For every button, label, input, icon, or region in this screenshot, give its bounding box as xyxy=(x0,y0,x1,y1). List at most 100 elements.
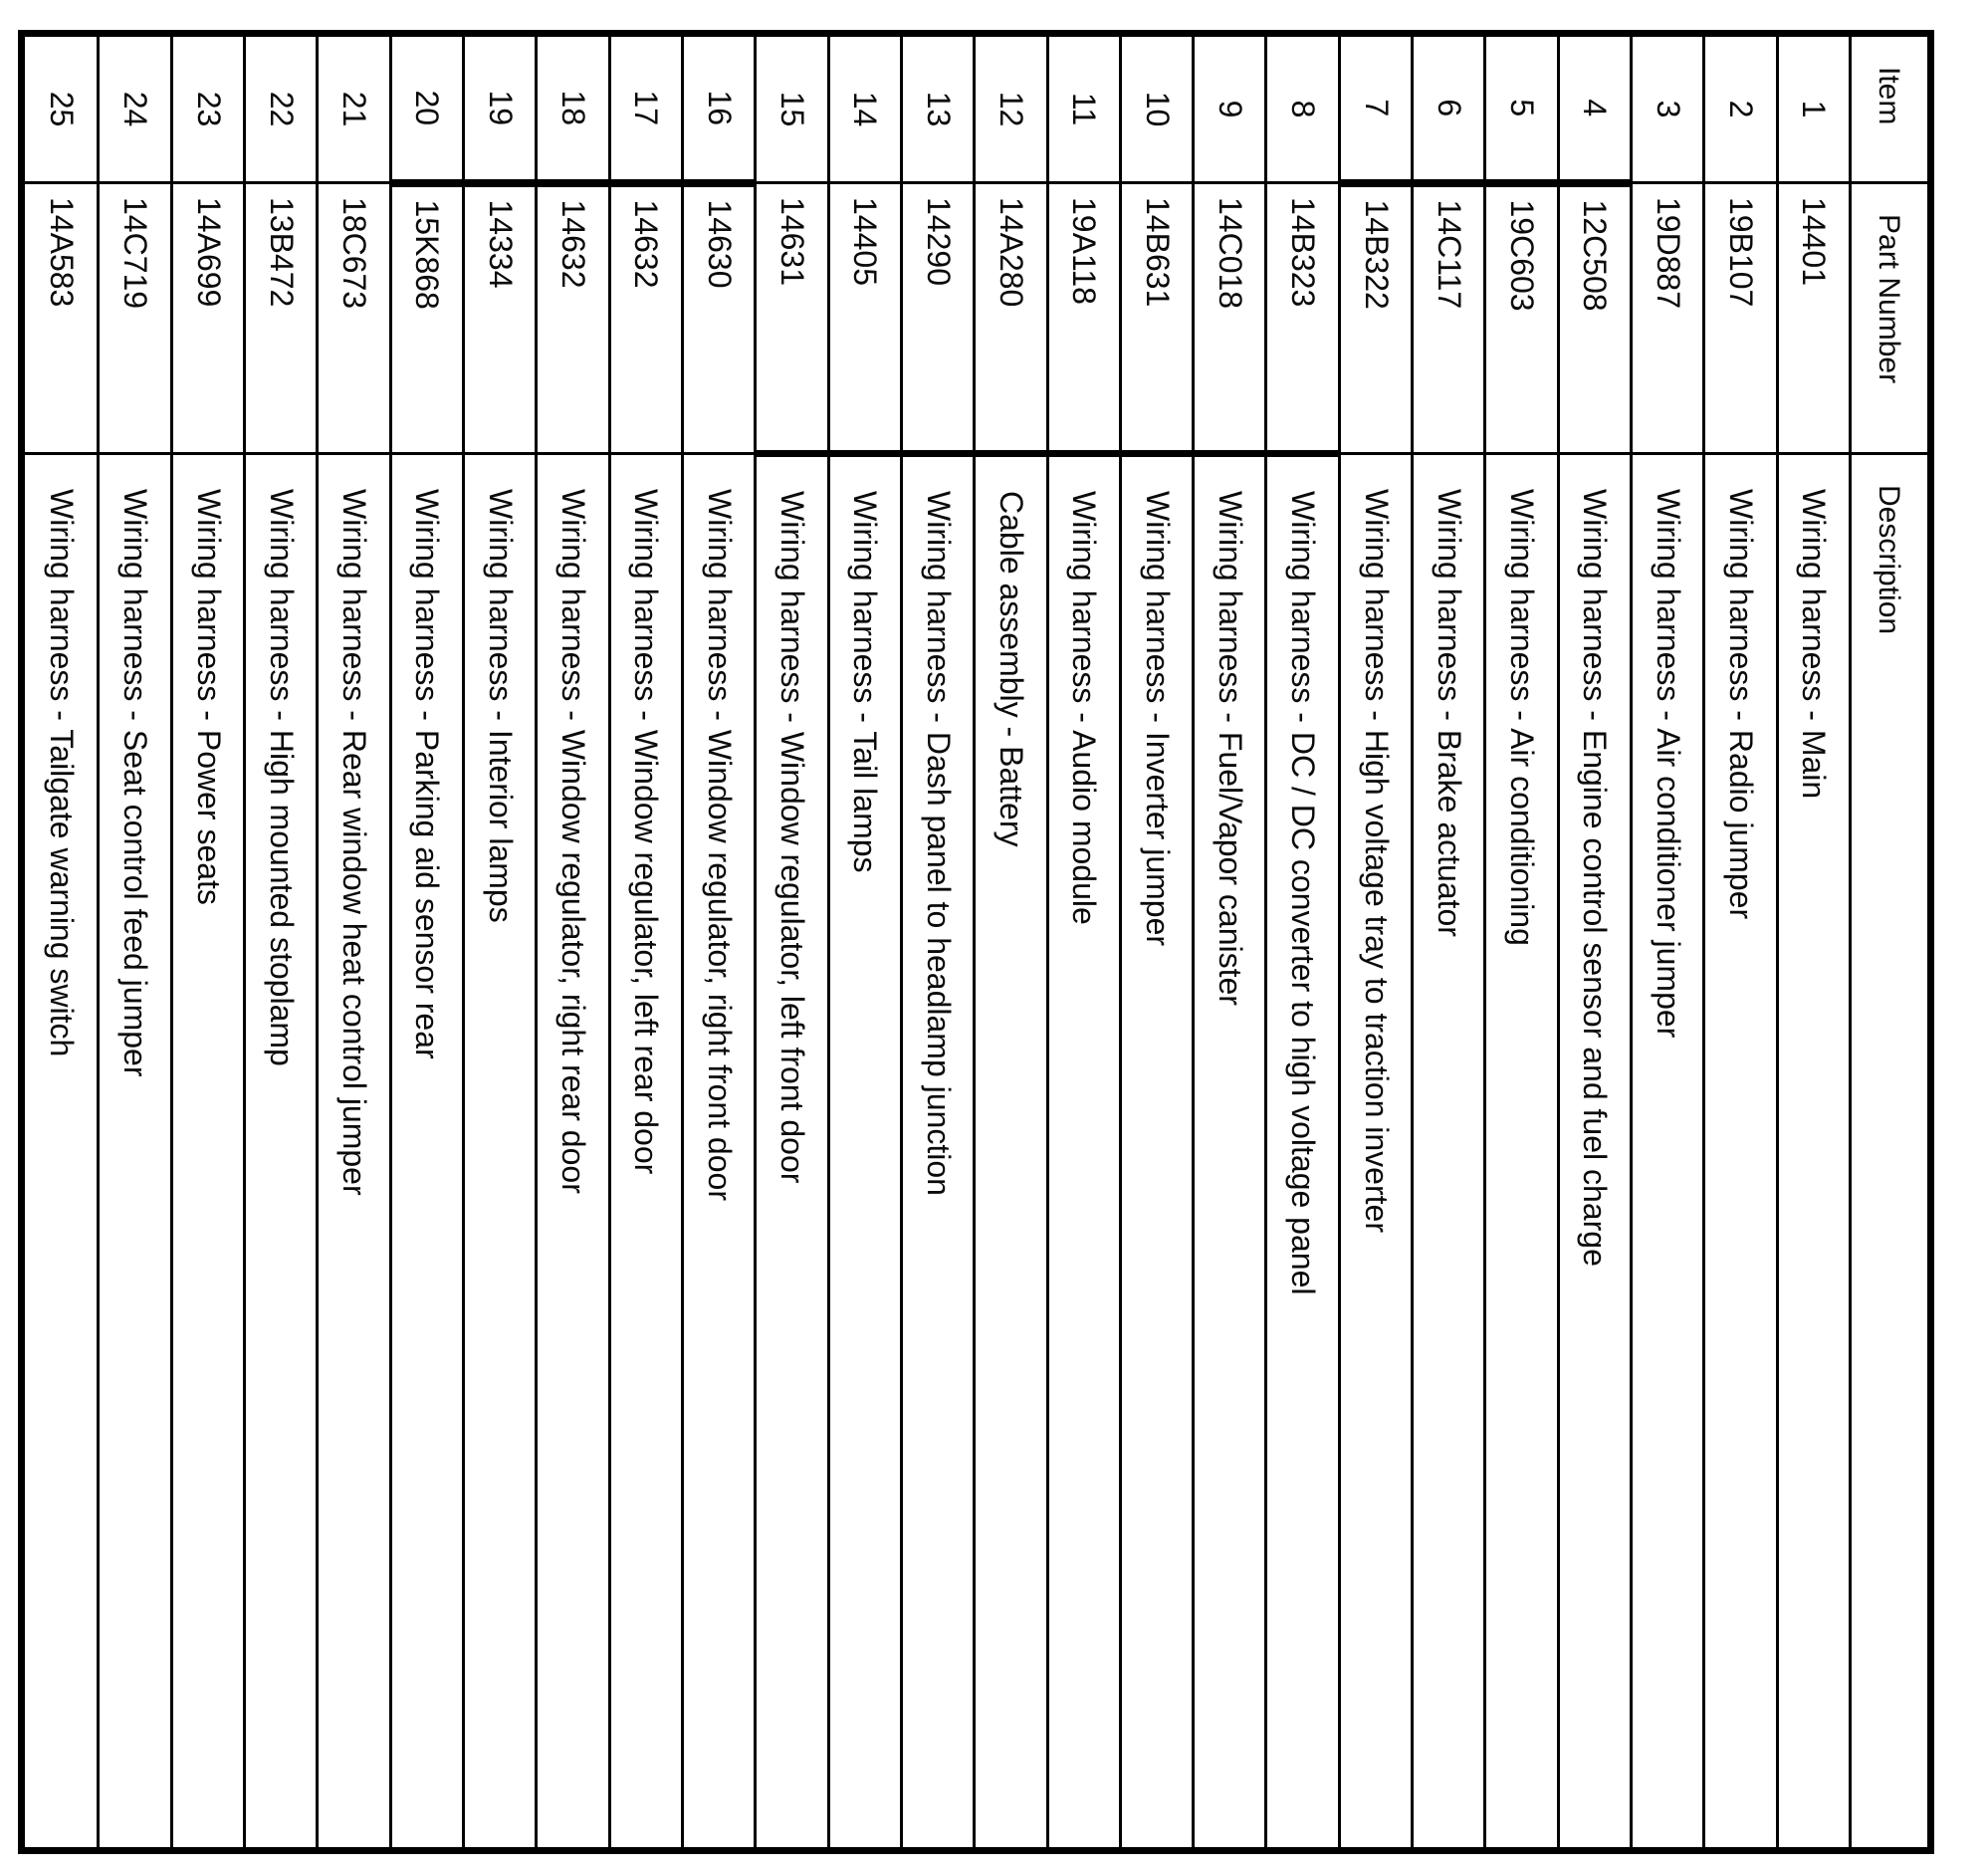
part-cell: 14290 xyxy=(901,182,975,454)
column-header-description: Description xyxy=(1850,453,1931,1851)
table-row: 20 15K868 Wiring harness - Parking aid sen… xyxy=(390,33,464,1851)
part-cell: 19A118 xyxy=(1047,182,1121,454)
item-cell: 3 xyxy=(1631,33,1704,183)
item-cell: 19 xyxy=(463,33,537,183)
description-cell: Wiring harness - Seat control feed jumpe… xyxy=(99,453,172,1851)
description-cell: Wiring harness - Dash panel to headlamp … xyxy=(901,453,975,1851)
description-cell: Wiring harness - Rear window heat contro… xyxy=(317,453,391,1851)
part-cell: 14C018 xyxy=(1193,182,1266,454)
part-cell: 14C719 xyxy=(99,182,172,454)
item-cell: 8 xyxy=(1266,33,1340,183)
item-cell: 17 xyxy=(609,33,683,183)
column-header-item: Item xyxy=(1850,33,1931,183)
description-cell: Wiring harness - Window regulator, left … xyxy=(755,453,829,1851)
table-row: 16 14630 Wiring harness - Window regulator… xyxy=(682,33,756,1851)
table-row: 25 14A583 Wiring harness - Tailgate warnin… xyxy=(21,33,99,1851)
item-cell: 10 xyxy=(1120,33,1194,183)
part-cell: 14C117 xyxy=(1412,182,1485,454)
item-cell: 25 xyxy=(21,33,99,183)
item-cell: 18 xyxy=(536,33,610,183)
part-cell: 14632 xyxy=(536,182,610,454)
part-cell: 14405 xyxy=(828,182,902,454)
table-row: 4 12C508 Wiring harness - Engine control s… xyxy=(1558,33,1632,1851)
item-cell: 6 xyxy=(1412,33,1485,183)
description-cell: Wiring harness - Tailgate warning switch xyxy=(21,453,99,1851)
item-cell: 7 xyxy=(1339,33,1413,183)
part-cell: 19B107 xyxy=(1703,182,1778,454)
description-cell: Wiring harness - Interior lamps xyxy=(463,453,537,1851)
item-cell: 4 xyxy=(1558,33,1632,183)
part-cell: 14401 xyxy=(1777,182,1851,454)
item-cell: 2 xyxy=(1703,33,1778,183)
part-cell: 14B322 xyxy=(1339,182,1413,454)
header-row: Item Part Number Description xyxy=(1850,33,1931,1851)
table-row: 9 14C018 Wiring harness - Fuel/Vapor canis… xyxy=(1193,33,1266,1851)
item-cell: 15 xyxy=(755,33,829,183)
part-cell: 12C508 xyxy=(1558,182,1632,454)
table-row: 3 19D887 Wiring harness - Air conditioner … xyxy=(1631,33,1704,1851)
part-cell: 18C673 xyxy=(317,182,391,454)
table-row: 6 14C117 Wiring harness - Brake actuator xyxy=(1412,33,1485,1851)
part-cell: 14A699 xyxy=(171,182,245,454)
description-cell: Wiring harness - Parking aid sensor rear xyxy=(390,453,464,1851)
parts-table: Item Part Number Description 1 14401 Wirin… xyxy=(18,30,1934,1854)
item-cell: 14 xyxy=(828,33,902,183)
part-cell: 19D887 xyxy=(1631,182,1704,454)
table-row: 11 19A118 Wiring harness - Audio module xyxy=(1047,33,1121,1851)
part-cell: 14334 xyxy=(463,182,537,454)
description-cell: Wiring harness - Tail lamps xyxy=(828,453,902,1851)
description-cell: Wiring harness - Inverter jumper xyxy=(1120,453,1194,1851)
table-row: 13 14290 Wiring harness - Dash panel to he… xyxy=(901,33,975,1851)
table-row: 10 14B631 Wiring harness - Inverter jumper xyxy=(1120,33,1194,1851)
part-cell: 19C603 xyxy=(1484,182,1559,454)
part-cell: 14A583 xyxy=(21,182,99,454)
item-cell: 12 xyxy=(974,33,1048,183)
part-cell: 13B472 xyxy=(244,182,318,454)
table-row: 19 14334 Wiring harness - Interior lamps xyxy=(463,33,537,1851)
table-row: 7 14B322 Wiring harness - High voltage tra… xyxy=(1339,33,1413,1851)
description-cell: Wiring harness - DC / DC converter to hi… xyxy=(1266,453,1340,1851)
part-cell: 14B323 xyxy=(1266,182,1340,454)
rotated-table-wrapper: Item Part Number Description 1 14401 Wirin… xyxy=(18,30,1934,1854)
part-cell: 14631 xyxy=(755,182,829,454)
parts-table-body: 1 14401 Wiring harness - Main 2 19B107 Wiring… xyxy=(21,33,1851,1851)
part-cell: 15K868 xyxy=(390,182,464,454)
table-row: 21 18C673 Wiring harness - Rear window hea… xyxy=(317,33,391,1851)
description-cell: Wiring harness - Main xyxy=(1777,453,1851,1851)
item-cell: 22 xyxy=(244,33,318,183)
part-cell: 14A280 xyxy=(974,182,1048,454)
item-cell: 24 xyxy=(99,33,172,183)
item-cell: 11 xyxy=(1047,33,1121,183)
item-cell: 20 xyxy=(390,33,464,183)
description-cell: Wiring harness - Audio module xyxy=(1047,453,1121,1851)
description-cell: Wiring harness - Window regulator, left … xyxy=(609,453,683,1851)
description-cell: Wiring harness - Radio jumper xyxy=(1703,453,1778,1851)
item-cell: 21 xyxy=(317,33,391,183)
description-cell: Cable assembly - Battery xyxy=(974,453,1048,1851)
table-row: 12 14A280 Cable assembly - Battery xyxy=(974,33,1048,1851)
table-row: 18 14632 Wiring harness - Window regulator… xyxy=(536,33,610,1851)
table-row: 22 13B472 Wiring harness - High mounted st… xyxy=(244,33,318,1851)
item-cell: 5 xyxy=(1484,33,1559,183)
description-cell: Wiring harness - Power seats xyxy=(171,453,245,1851)
description-cell: Wiring harness - Engine control sensor a… xyxy=(1558,453,1632,1851)
table-row: 8 14B323 Wiring harness - DC / DC converte… xyxy=(1266,33,1340,1851)
description-cell: Wiring harness - Air conditioning xyxy=(1484,453,1559,1851)
table-row: 5 19C603 Wiring harness - Air conditioning xyxy=(1484,33,1559,1851)
column-header-part-number: Part Number xyxy=(1850,182,1931,454)
description-cell: Wiring harness - High mounted stoplamp xyxy=(244,453,318,1851)
item-cell: 16 xyxy=(682,33,756,183)
description-cell: Wiring harness - Fuel/Vapor canister xyxy=(1193,453,1266,1851)
table-row: 2 19B107 Wiring harness - Radio jumper xyxy=(1703,33,1778,1851)
table-row: 15 14631 Wiring harness - Window regulator… xyxy=(755,33,829,1851)
item-cell: 1 xyxy=(1777,33,1851,183)
table-row: 17 14632 Wiring harness - Window regulator… xyxy=(609,33,683,1851)
description-cell: Wiring harness - Brake actuator xyxy=(1412,453,1485,1851)
item-cell: 9 xyxy=(1193,33,1266,183)
description-cell: Wiring harness - Air conditioner jumper xyxy=(1631,453,1704,1851)
item-cell: 13 xyxy=(901,33,975,183)
table-header: Item Part Number Description xyxy=(1850,33,1931,1851)
table-row: 23 14A699 Wiring harness - Power seats xyxy=(171,33,245,1851)
part-cell: 14630 xyxy=(682,182,756,454)
